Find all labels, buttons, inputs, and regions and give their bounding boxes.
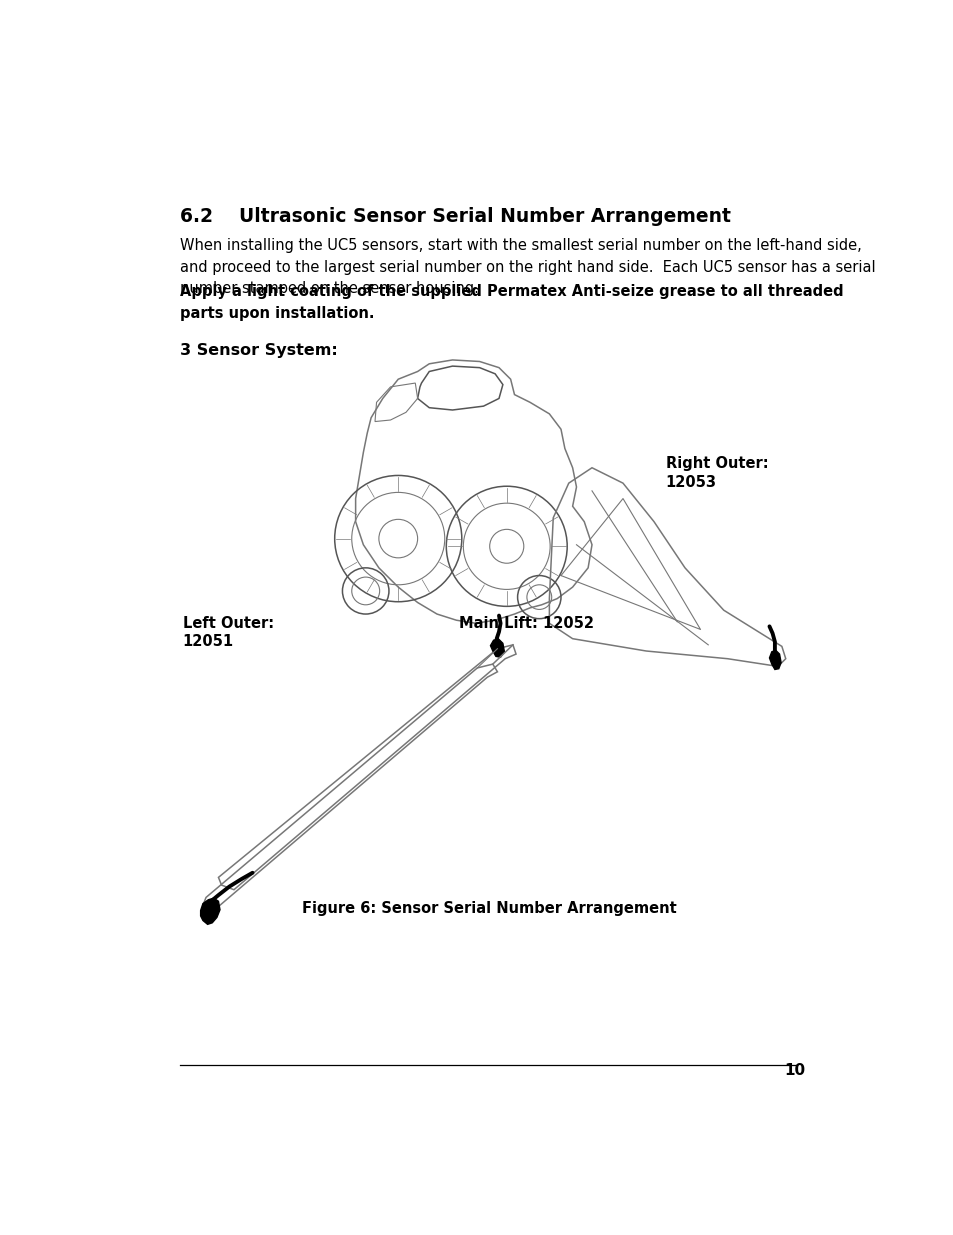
Text: 12053: 12053: [665, 474, 716, 490]
Polygon shape: [200, 898, 220, 924]
Text: 3 Sensor System:: 3 Sensor System:: [180, 343, 338, 358]
Polygon shape: [490, 638, 504, 657]
Text: When installing the UC5 sensors, start with the smallest serial number on the le: When installing the UC5 sensors, start w…: [180, 238, 875, 296]
Text: Right Outer:: Right Outer:: [665, 456, 767, 472]
Polygon shape: [769, 651, 781, 669]
Text: Main Lift: 12052: Main Lift: 12052: [458, 615, 593, 631]
Text: Left Outer:: Left Outer:: [183, 615, 274, 631]
Text: 12051: 12051: [183, 634, 233, 650]
Text: 6.2    Ultrasonic Sensor Serial Number Arrangement: 6.2 Ultrasonic Sensor Serial Number Arra…: [180, 207, 731, 226]
Text: 10: 10: [783, 1062, 804, 1078]
Text: Figure 6: Sensor Serial Number Arrangement: Figure 6: Sensor Serial Number Arrangeme…: [301, 900, 676, 916]
Text: Apply a light coating of the supplied Permatex Anti-seize grease to all threaded: Apply a light coating of the supplied Pe…: [180, 284, 843, 321]
